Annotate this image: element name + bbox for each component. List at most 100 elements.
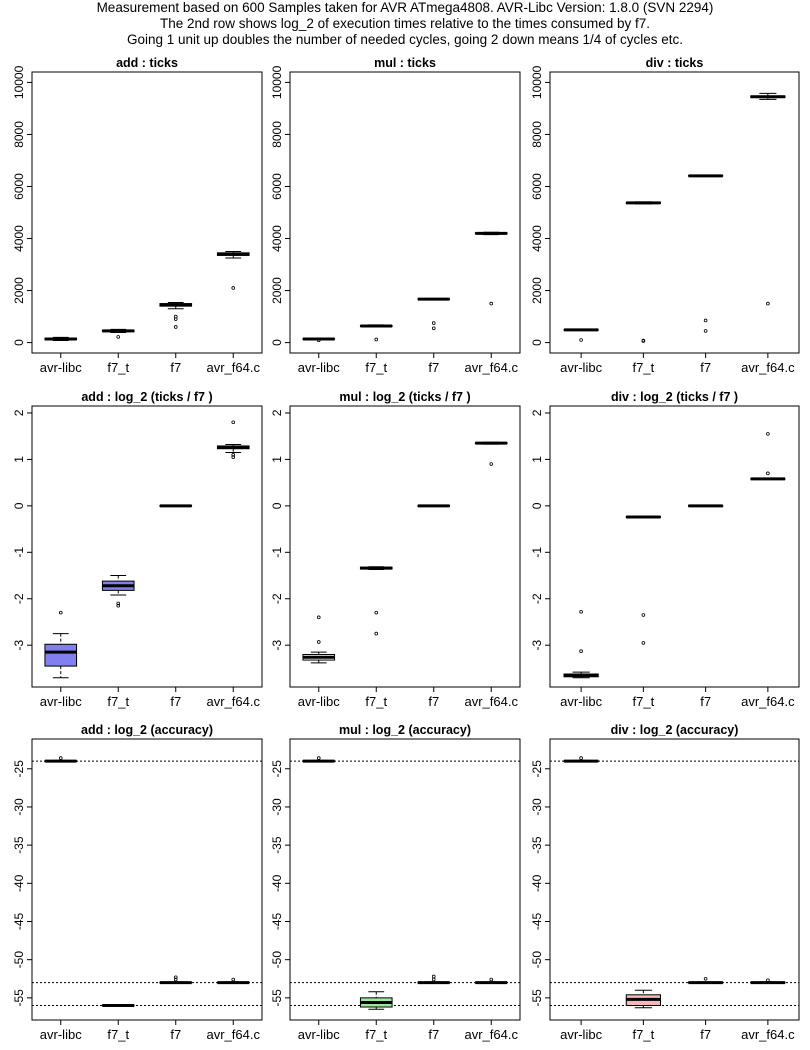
box-avr-libc: [44, 336, 78, 342]
x-tick-label: avr_f64.c: [741, 360, 795, 375]
outlier-point: [431, 326, 436, 331]
plot-frame: [289, 71, 521, 354]
y-tick-label: 2000: [270, 277, 284, 304]
y-tick-label: -45: [530, 912, 544, 930]
y-tick-label: 2: [12, 409, 26, 416]
outlier-point: [374, 337, 379, 342]
panel-1: add : ticks 0 2000 4000 6000 8000 10000 avr-lib…: [12, 56, 263, 375]
y-tick-label: -25: [12, 760, 26, 778]
box-f7_t: [625, 989, 661, 1009]
outlier-point: [431, 974, 436, 979]
x-tick-label: avr-libc: [560, 694, 602, 709]
y-tick-label: 0: [530, 339, 544, 346]
box-avr-libc: [302, 756, 336, 763]
y-tick-label: -1: [270, 547, 284, 558]
box-avr_f64.c: [216, 420, 250, 459]
x-tick-label: avr-libc: [40, 1027, 82, 1042]
outlier-point: [489, 977, 494, 982]
header-line-2: The 2nd row shows log_2 of execution tim…: [159, 16, 650, 31]
outlier-point: [231, 420, 236, 425]
outlier-point: [766, 471, 770, 476]
x-tick-label: avr-libc: [560, 360, 602, 375]
y-tick-label: -1: [12, 547, 26, 558]
box-avr-libc: [302, 337, 336, 343]
x-tick-label: avr-libc: [40, 360, 82, 375]
outlier-point: [703, 976, 708, 981]
y-tick-label: -45: [12, 912, 26, 930]
outlier-point: [703, 329, 708, 333]
panel-title: mul : log_2 (ticks / f7 ): [339, 390, 470, 404]
outlier-point: [766, 978, 770, 983]
box-f7: [417, 974, 451, 985]
box-f7_t: [359, 991, 393, 1010]
y-tick-label: 10000: [270, 65, 284, 99]
y-tick-label: 4000: [270, 225, 284, 252]
y-tick-label: -30: [270, 798, 284, 816]
y-tick-label: -3: [12, 640, 26, 651]
outlier-point: [431, 321, 436, 325]
box-f7_t: [625, 201, 661, 343]
x-tick-label: f7: [428, 360, 439, 375]
box-avr_f64.c: [750, 92, 786, 306]
x-tick-label: f7_t: [365, 694, 387, 709]
x-tick-label: avr_f64.c: [207, 1027, 261, 1042]
box-f7_t: [101, 575, 135, 608]
outlier-point: [579, 756, 583, 760]
outlier-point: [641, 641, 646, 645]
outlier-point: [316, 338, 321, 343]
plot-frame: [289, 738, 521, 1021]
y-tick-label: -35: [270, 836, 284, 854]
y-tick-label: -25: [270, 760, 284, 778]
y-tick-label: 1: [530, 456, 544, 463]
x-tick-label: f7: [700, 694, 711, 709]
x-tick-label: avr_f64.c: [465, 360, 519, 375]
x-tick-label: f7_t: [365, 1027, 387, 1042]
box-avr-libc: [563, 328, 599, 342]
box-avr-libc: [563, 609, 599, 679]
x-tick-label: avr_f64.c: [465, 1027, 519, 1042]
box-avr-libc: [302, 615, 336, 664]
box-avr_f64.c: [474, 977, 508, 985]
x-tick-label: f7_t: [365, 360, 387, 375]
box-avr_f64.c: [750, 978, 786, 985]
y-tick-label: 2: [270, 409, 284, 416]
outlier-point: [374, 631, 379, 636]
y-tick-label: 10000: [530, 65, 544, 99]
x-tick-label: f7: [170, 1027, 181, 1042]
header-line-1: Measurement based on 600 Samples taken f…: [96, 0, 714, 15]
y-tick-label: 0: [530, 502, 544, 509]
box-f7: [688, 174, 724, 333]
panel-title: add : log_2 (accuracy): [81, 723, 213, 737]
outlier-point: [489, 462, 494, 466]
x-tick-label: avr_f64.c: [465, 694, 519, 709]
y-tick-label: 4000: [530, 225, 544, 252]
y-tick-label: 8000: [530, 121, 544, 148]
box-f7: [159, 302, 193, 329]
panel-2: mul : ticks 0 2000 4000 6000 8000 10000 avr-lib…: [270, 56, 521, 375]
panel-title: div : log_2 (accuracy): [611, 723, 739, 737]
y-tick-label: -55: [530, 989, 544, 1007]
y-tick-label: 0: [270, 502, 284, 509]
x-tick-label: f7: [428, 694, 439, 709]
y-tick-label: -40: [530, 874, 544, 892]
y-tick-label: -55: [270, 989, 284, 1007]
y-tick-label: -2: [270, 593, 284, 604]
x-tick-label: f7: [428, 1027, 439, 1042]
outlier-point: [641, 613, 646, 617]
y-tick-label: -25: [530, 760, 544, 778]
outlier-point: [173, 325, 178, 329]
x-tick-label: f7_t: [633, 360, 655, 375]
y-tick-label: -3: [530, 640, 544, 651]
figure-header: Measurement based on 600 Samples taken f…: [0, 0, 810, 55]
x-tick-label: f7_t: [107, 1027, 129, 1042]
y-tick-label: 4000: [12, 225, 26, 252]
box-avr-libc: [44, 610, 78, 679]
panel-title: add : ticks: [116, 56, 178, 70]
x-tick-label: avr_f64.c: [741, 694, 795, 709]
y-tick-label: -40: [12, 874, 26, 892]
y-tick-label: 0: [12, 502, 26, 509]
outlier-point: [316, 756, 321, 760]
y-tick-label: -50: [12, 951, 26, 969]
box-avr_f64.c: [216, 251, 250, 290]
box-avr-libc: [44, 756, 78, 763]
